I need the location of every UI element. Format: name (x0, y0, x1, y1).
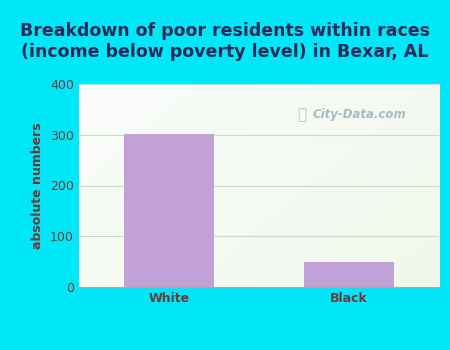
Text: Breakdown of poor residents within races
(income below poverty level) in Bexar, : Breakdown of poor residents within races… (20, 22, 430, 61)
Text: ⓘ: ⓘ (297, 107, 306, 122)
Y-axis label: absolute numbers: absolute numbers (32, 122, 45, 249)
Text: City-Data.com: City-Data.com (313, 108, 406, 121)
Bar (124, 134, 214, 287)
Bar (304, 262, 394, 287)
